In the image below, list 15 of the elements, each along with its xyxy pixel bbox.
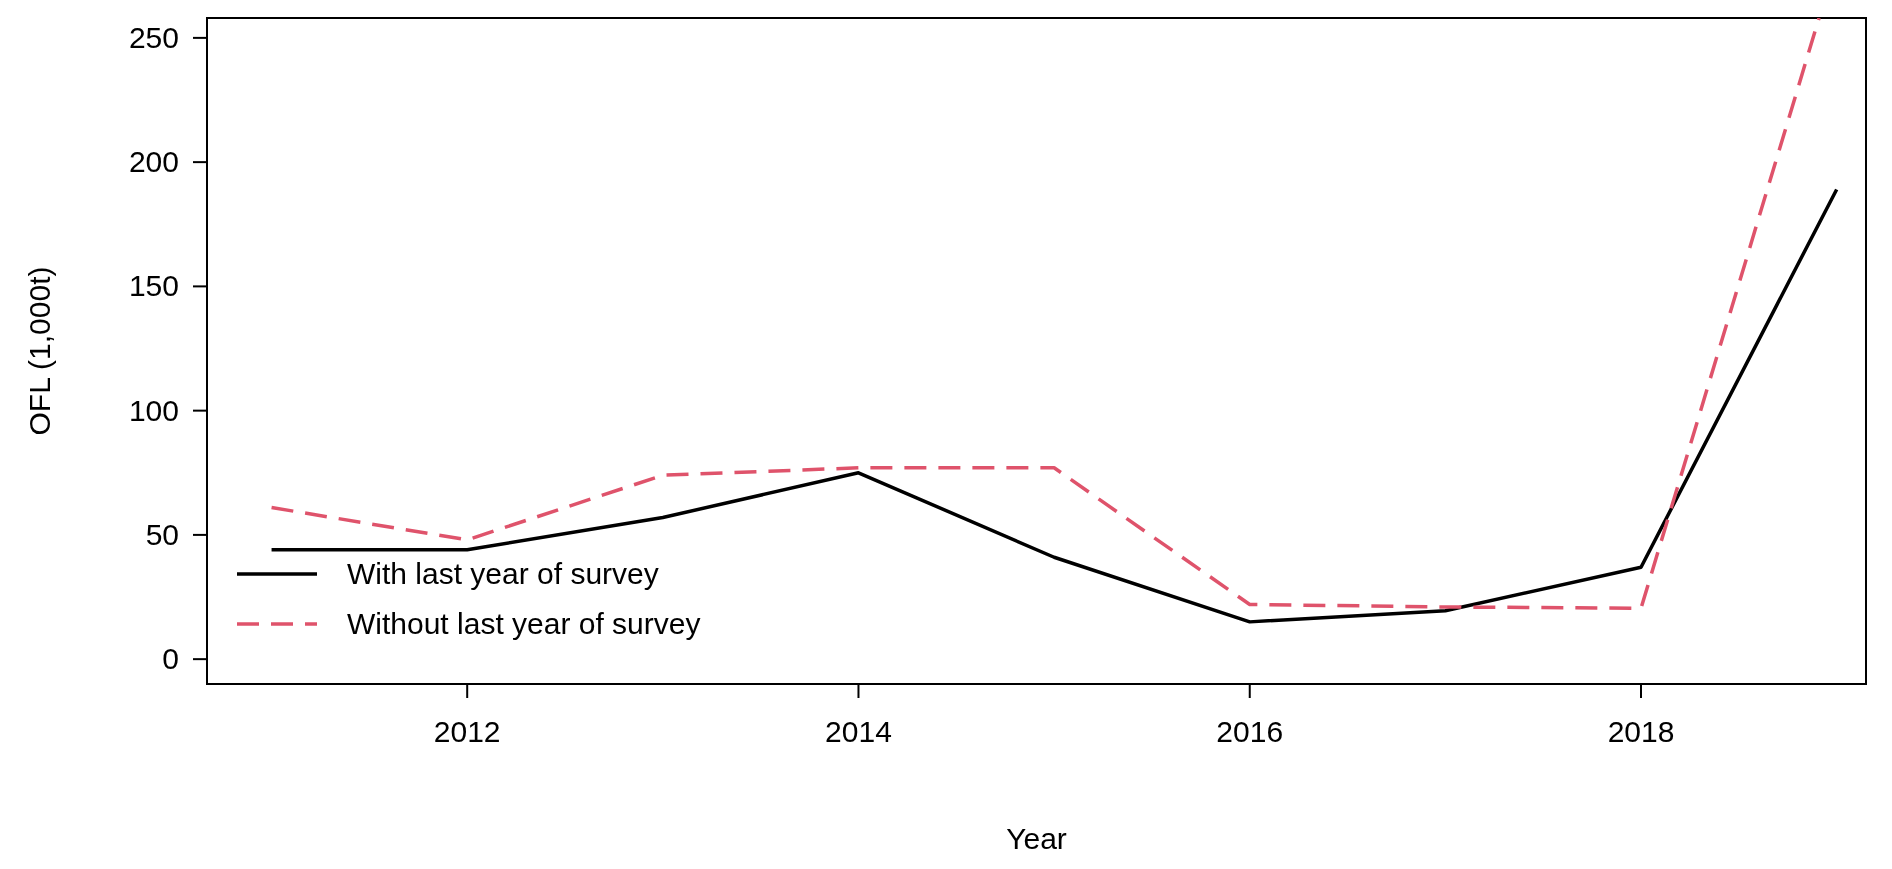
x-tick-label: 2014 [825, 715, 892, 748]
x-tick-label: 2012 [433, 715, 501, 748]
y-tick-label: 250 [128, 20, 179, 54]
legend-label: Without last year of survey [347, 607, 701, 640]
x-tick-label: 2018 [1607, 715, 1675, 748]
x-axis-title: Year [1006, 822, 1067, 855]
y-axis-title: OFL (1,000t) [23, 266, 56, 436]
line-series [269, 18, 1821, 610]
y-tick-label: 0 [162, 642, 179, 676]
x-tick-label: 2016 [1216, 715, 1284, 748]
y-tick-label: 150 [128, 269, 179, 303]
y-tick-label: 50 [145, 517, 179, 551]
y-tick-label: 200 [128, 145, 179, 179]
legend-label: With last year of survey [347, 557, 659, 590]
y-tick-label: 100 [128, 393, 179, 427]
